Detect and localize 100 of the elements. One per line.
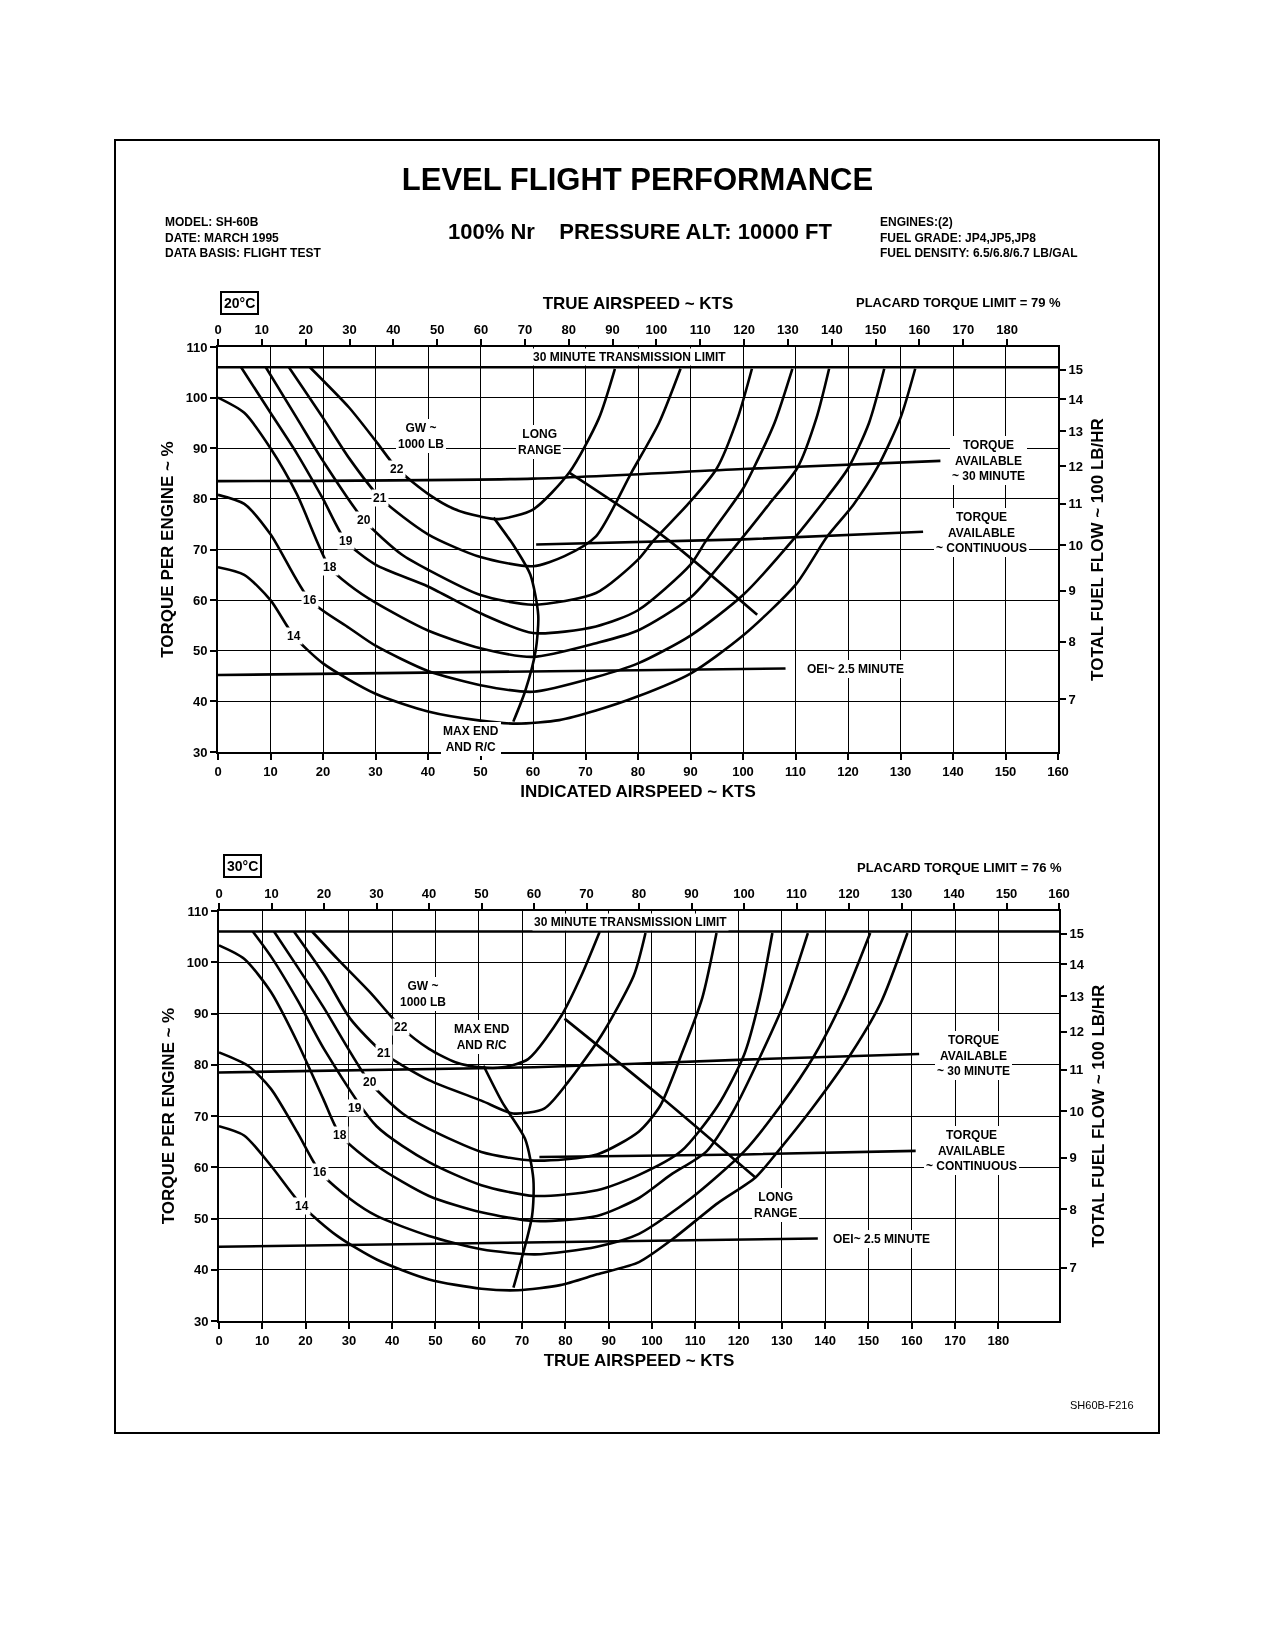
x2-tick-label: 10 [254, 321, 270, 337]
annotation: TORQUE AVAILABLE ~ CONTINUOUS [926, 1128, 1018, 1174]
x2-tick-label: 120 [838, 885, 860, 901]
y2-axis-title: TOTAL FUEL FLOW ~ 100 LB/HR [1088, 984, 1108, 1248]
x-tick-label: 150 [857, 1332, 880, 1348]
annotation: 14 [295, 1199, 309, 1213]
x2-tick-label: 0 [215, 885, 223, 901]
x-tick-label: 50 [428, 1332, 443, 1348]
annotation: 19 [348, 1101, 362, 1115]
x-tick-label: 90 [683, 763, 698, 779]
text: MODEL: SH-60B DATE: MARCH 1995 DATA BASIS: FLIGHT TEST [165, 215, 322, 261]
annotation: OEI~ 2.5 MINUTE [833, 1232, 931, 1246]
x2-tick-label: 130 [777, 321, 799, 337]
y-tick-label: 60 [192, 592, 208, 608]
y-tick-label: 70 [192, 542, 208, 558]
y-tick-label: 110 [186, 339, 208, 355]
x-tick-label: 110 [785, 763, 806, 779]
x-tick-label: 90 [601, 1332, 616, 1348]
text: PLACARD TORQUE LIMIT = 79 % [856, 295, 1061, 310]
x2-tick-label: 30 [342, 321, 357, 337]
chart-title: LEVEL FLIGHT PERFORMANCE [401, 161, 874, 197]
y2-axis-title: TOTAL FUEL FLOW ~ 100 LB/HR [1087, 418, 1107, 681]
x-tick-label: 160 [1047, 763, 1069, 779]
y2-tick-label: 10 [1068, 537, 1084, 553]
x2-tick-label: 30 [369, 885, 384, 901]
x2-tick-label: 170 [952, 321, 975, 337]
x2-tick-label: 0 [214, 321, 222, 337]
y2-tick-label: 8 [1069, 1201, 1077, 1217]
x-axis-title: INDICATED AIRSPEED ~ KTS [520, 782, 756, 802]
x2-tick-label: 40 [386, 321, 401, 337]
annotation: 21 [377, 1046, 391, 1060]
x2-tick-label: 140 [820, 321, 843, 337]
x-tick-label: 170 [944, 1332, 966, 1348]
x2-tick-label: 80 [561, 321, 576, 337]
x2-tick-label: 100 [645, 321, 668, 337]
y2-tick-label: 11 [1069, 1062, 1084, 1078]
x2-tick-label: 40 [421, 885, 437, 901]
y2-tick-label: 13 [1069, 989, 1085, 1005]
y-tick-label: 90 [193, 1006, 209, 1022]
x-tick-label: 80 [630, 763, 646, 779]
x-axis-title: TRUE AIRSPEED ~ KTS [543, 1351, 735, 1371]
x2-tick-label: 50 [429, 321, 445, 337]
x2-tick-label: 80 [631, 885, 647, 901]
annotation: 16 [303, 593, 317, 607]
y2-tick-label: 12 [1069, 1024, 1085, 1040]
annotation: 19 [339, 534, 353, 548]
text: SH60B-F216 [1070, 1399, 1134, 1411]
x2-tick-label: 150 [864, 321, 887, 337]
text: 20°C [224, 295, 256, 311]
y2-tick-label: 12 [1068, 458, 1084, 474]
annotation: TORQUE AVAILABLE ~ 30 MINUTE [937, 1033, 1011, 1079]
x-tick-label: 20 [315, 763, 331, 779]
annotation: OEI~ 2.5 MINUTE [807, 662, 905, 676]
x2-axis-title: TRUE AIRSPEED ~ KTS [542, 293, 734, 313]
text: PLACARD TORQUE LIMIT = 76 % [857, 860, 1062, 875]
x2-tick-label: 130 [890, 885, 913, 901]
annotation: TORQUE AVAILABLE ~ 30 MINUTE [952, 438, 1026, 484]
annotation: MAX END AND R/C [454, 1022, 510, 1052]
x2-tick-label: 160 [1048, 885, 1070, 901]
text: ENGINES:(2) FUEL GRADE: JP4,JP5,JP8 FUEL DENSITY: 6.5/6.8/6.7 LB/GAL [880, 215, 1078, 261]
y2-tick-label: 14 [1068, 391, 1084, 407]
x2-tick-label: 90 [605, 321, 620, 337]
x-tick-label: 10 [255, 1332, 270, 1348]
y-tick-label: 80 [192, 491, 208, 507]
y-tick-label: 100 [185, 390, 208, 406]
x2-tick-label: 70 [579, 885, 594, 901]
x2-tick-label: 50 [474, 885, 489, 901]
y2-tick-label: 7 [1068, 692, 1076, 708]
x-tick-label: 50 [473, 763, 488, 779]
y2-tick-label: 7 [1069, 1260, 1077, 1276]
y-tick-label: 50 [192, 643, 208, 659]
x2-tick-label: 10 [264, 885, 279, 901]
y-tick-label: 60 [193, 1159, 209, 1175]
x-tick-label: 70 [578, 763, 593, 779]
x-tick-label: 0 [215, 1332, 223, 1348]
text: 30°C [227, 858, 259, 874]
chart-subtitle: 100% Nr PRESSURE ALT: 10000 FT [448, 219, 833, 244]
annotation: TORQUE AVAILABLE ~ CONTINUOUS [936, 510, 1028, 556]
x2-tick-label: 20 [298, 321, 313, 337]
x-tick-label: 60 [525, 763, 541, 779]
x2-tick-label: 180 [996, 321, 1018, 337]
y2-tick-label: 15 [1068, 362, 1084, 378]
annotation: 14 [287, 629, 301, 643]
annotation: 22 [394, 1020, 408, 1034]
x-tick-label: 40 [420, 763, 436, 779]
annotation: MAX END AND R/C [443, 724, 499, 754]
y-tick-label: 50 [193, 1211, 209, 1227]
annotation: LONG RANGE [754, 1190, 798, 1220]
y-tick-label: 80 [193, 1057, 209, 1073]
x2-tick-label: 110 [689, 321, 711, 337]
ref-line-label: 30 MINUTE TRANSMISSION LIMIT [534, 915, 728, 929]
x-tick-label: 70 [514, 1332, 530, 1348]
annotation: GW ~ 1000 LB [400, 979, 447, 1009]
y2-tick-label: 11 [1068, 496, 1083, 512]
annotation: 20 [357, 513, 371, 527]
x-tick-label: 120 [837, 763, 859, 779]
y-tick-label: 40 [192, 693, 208, 709]
x-tick-label: 0 [214, 763, 222, 779]
x-tick-label: 40 [384, 1332, 400, 1348]
y-axis-title: TORQUE PER ENGINE ~ % [158, 1007, 178, 1225]
